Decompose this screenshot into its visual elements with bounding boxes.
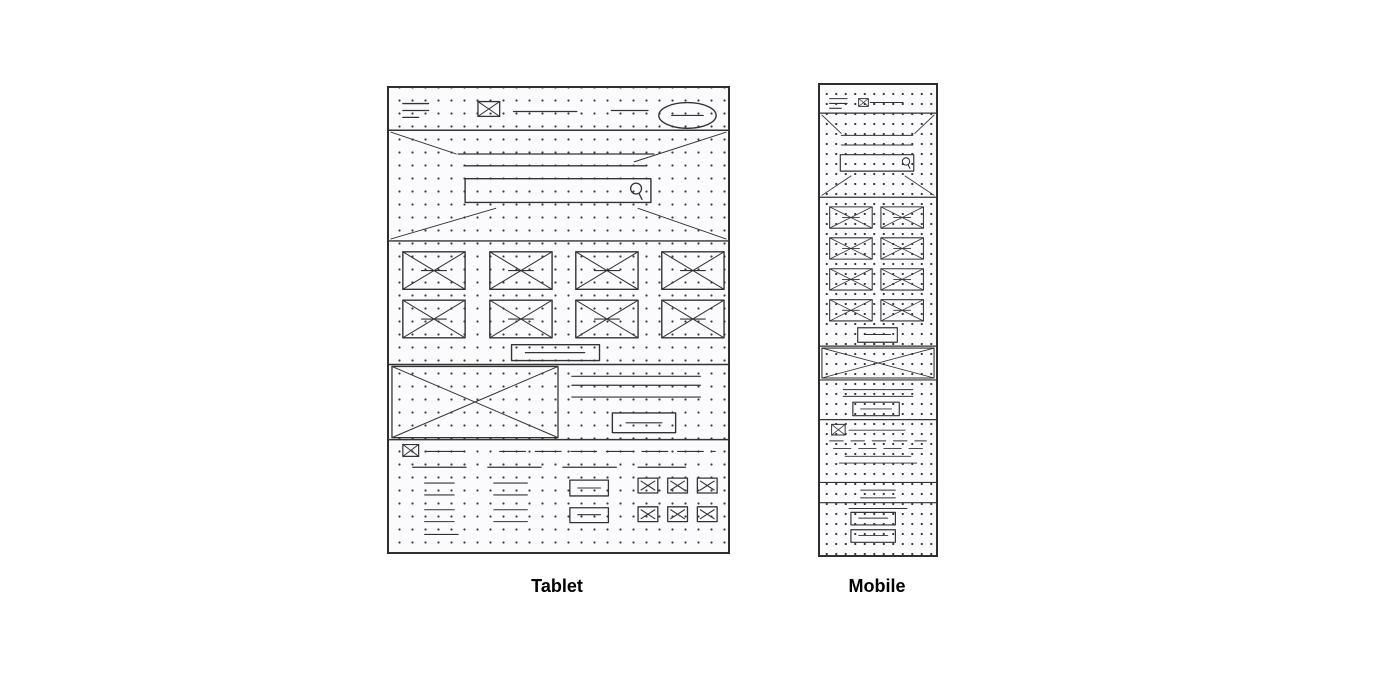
header-pill-button [658, 101, 717, 129]
footer-button [569, 479, 610, 497]
footer-button [850, 511, 896, 526]
image-placeholder-icon [575, 251, 639, 291]
hero-search-bar [464, 177, 652, 204]
image-placeholder-icon [575, 299, 639, 339]
tablet-wireframe-drawing [388, 100, 729, 536]
tablet-wireframe-sketch [387, 86, 730, 554]
feature-image-placeholder [391, 365, 559, 439]
image-placeholder-icon [829, 299, 873, 322]
tablet-caption: Tablet [531, 576, 583, 596]
feature-button [611, 412, 677, 434]
image-placeholder-icon [829, 206, 873, 229]
footer-button [569, 507, 610, 524]
mobile-caption: Mobile [848, 576, 906, 596]
tablet-grid-button [510, 344, 601, 362]
tablet-feature [388, 365, 729, 441]
tablet-hero [388, 131, 729, 242]
search-icon [901, 157, 911, 169]
social-icon [696, 506, 718, 523]
mobile-grid-button [857, 327, 898, 343]
image-placeholder-icon [829, 237, 873, 260]
mobile-hero [819, 114, 937, 198]
image-placeholder-icon [880, 299, 924, 322]
social-icon [637, 506, 659, 523]
hamburger-icon [402, 102, 430, 119]
hamburger-icon [829, 98, 848, 109]
mobile-product-grid [829, 206, 924, 322]
image-placeholder-icon [489, 251, 553, 291]
footer-link-column [424, 482, 459, 536]
logo-placeholder-icon [477, 100, 501, 118]
social-icon [637, 477, 659, 494]
tablet-header [388, 100, 729, 131]
hero-search-bar [839, 154, 915, 172]
feature-image-placeholder [821, 347, 935, 379]
footer-logo-icon [402, 443, 420, 457]
tablet-footer [402, 443, 718, 536]
footer-link-column [493, 482, 528, 523]
logo-placeholder-icon [858, 98, 869, 107]
search-icon [630, 182, 643, 201]
mobile-header [819, 98, 937, 114]
image-placeholder-icon [661, 251, 725, 291]
footer-logo-icon [831, 423, 846, 436]
mobile-feature [819, 347, 937, 421]
mobile-wireframe-sketch [818, 83, 938, 557]
image-placeholder-icon [880, 237, 924, 260]
tablet-product-grid [402, 251, 725, 339]
image-placeholder-icon [880, 206, 924, 229]
image-placeholder-icon [829, 268, 873, 291]
social-icon [667, 506, 689, 523]
footer-button [850, 529, 896, 543]
image-placeholder-icon [880, 268, 924, 291]
image-placeholder-icon [402, 251, 466, 291]
feature-button [852, 401, 900, 417]
image-placeholder-icon [402, 299, 466, 339]
image-placeholder-icon [661, 299, 725, 339]
mobile-wireframe-drawing [819, 98, 937, 543]
social-icon [667, 477, 689, 494]
mobile-footer [819, 423, 937, 543]
image-placeholder-icon [489, 299, 553, 339]
footer-social-icons [637, 477, 718, 523]
social-icon [696, 477, 718, 494]
